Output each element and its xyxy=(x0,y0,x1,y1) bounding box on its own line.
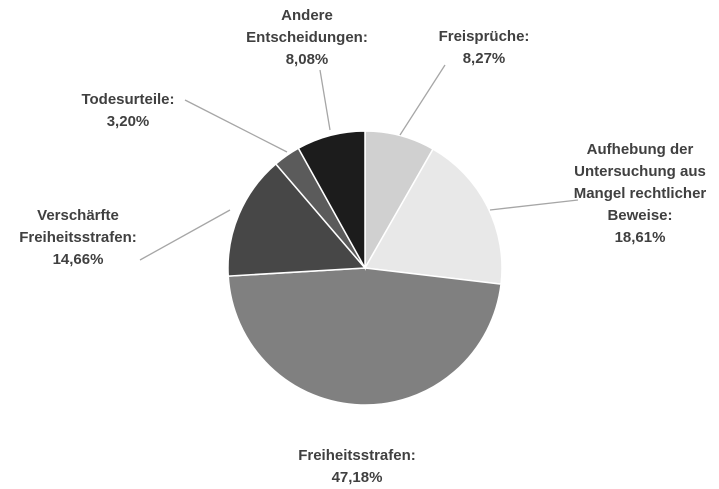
label-line: Todesurteile: xyxy=(81,91,174,108)
label-line: Freiheitsstrafen: xyxy=(19,229,137,246)
slice-label: Verschärfte Freiheitsstrafen: xyxy=(19,207,137,246)
label-line: Verschärfte xyxy=(37,207,119,224)
label-line: Beweise: xyxy=(607,207,672,224)
label-line: Freisprüche: xyxy=(439,28,530,45)
leader-line xyxy=(184,99,288,153)
leader-line xyxy=(319,69,331,131)
label-line: Aufhebung der xyxy=(587,141,694,158)
slice-label: Aufhebung der Untersuchung aus Mangel rech… xyxy=(574,141,707,224)
value-label: 18,61% xyxy=(615,229,666,246)
label-line: Mangel rechtlicher xyxy=(574,185,707,202)
label-line: Freiheitsstrafen: xyxy=(298,447,416,464)
pie-slice xyxy=(297,130,366,271)
slice-label: Freisprüche: xyxy=(439,28,530,45)
slice-label: Andere Entscheidungen: xyxy=(246,7,368,46)
leader-line xyxy=(139,209,231,261)
value-label: 14,66% xyxy=(53,251,104,268)
pie-slice xyxy=(363,148,503,285)
leader-line xyxy=(399,64,446,136)
value-label: 8,08% xyxy=(286,51,329,68)
value-label: 3,20% xyxy=(107,113,150,130)
label-line: Andere xyxy=(281,7,333,24)
label-line: Untersuchung aus xyxy=(574,163,706,180)
pie-slice xyxy=(227,267,502,406)
slice-label: Todesurteile: xyxy=(81,91,174,108)
label-line: Entscheidungen: xyxy=(246,29,368,46)
slice-label: Freiheitsstrafen: xyxy=(298,447,416,464)
leader-line xyxy=(489,199,579,211)
value-label: 47,18% xyxy=(332,469,383,486)
pie-slice xyxy=(227,162,367,277)
value-label: 8,27% xyxy=(463,50,506,67)
